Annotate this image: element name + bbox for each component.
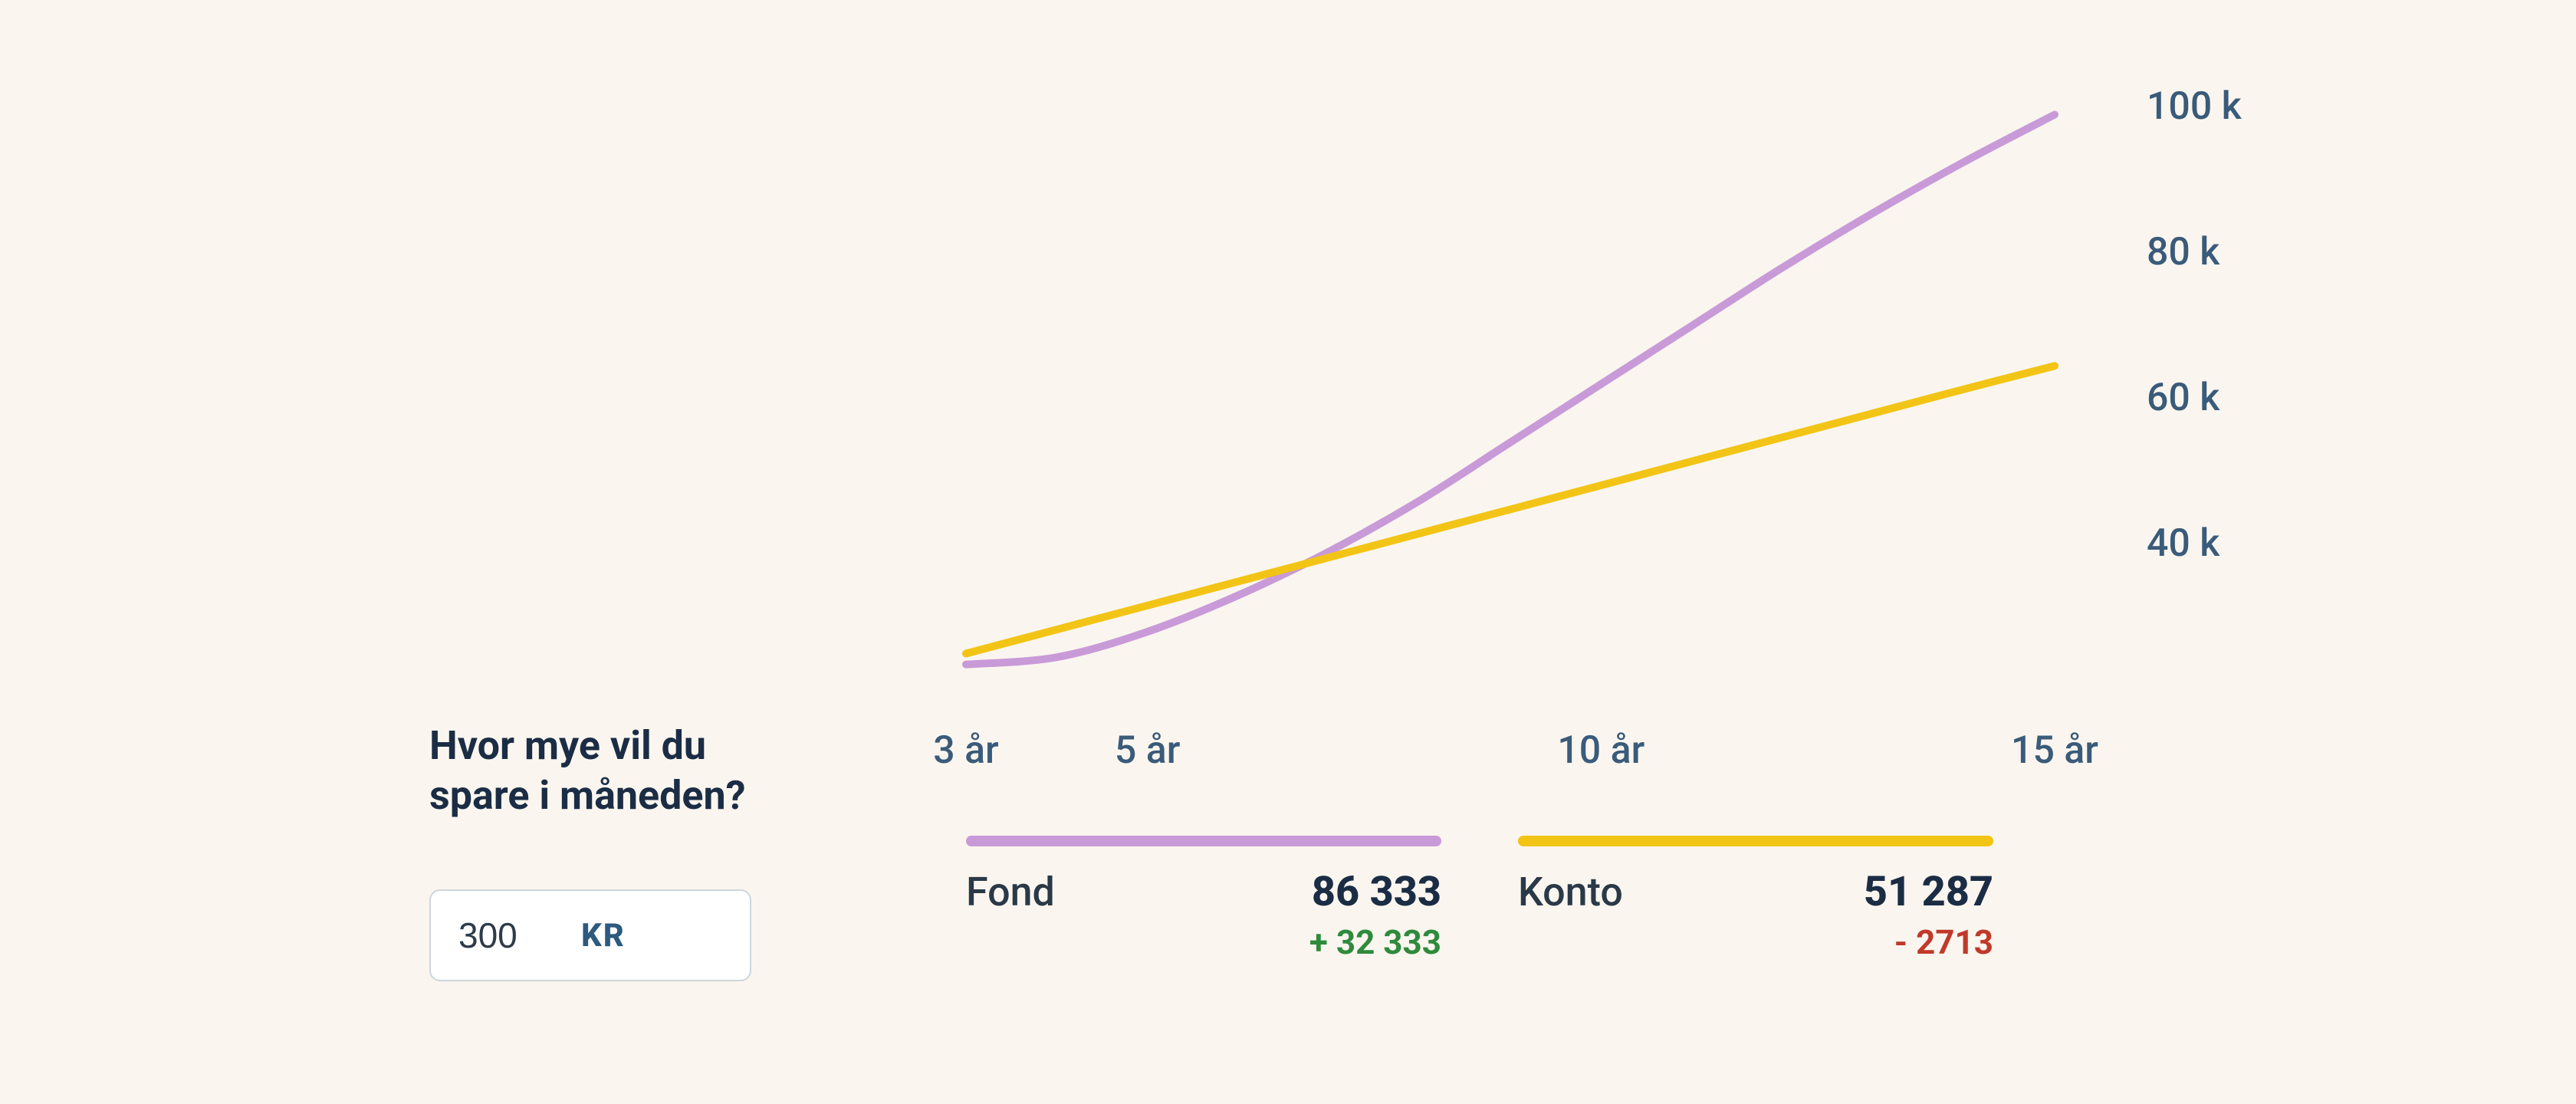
y-axis-tick: 100 k <box>2147 84 2242 129</box>
legend-item-fond: Fond 86 333 + 32 333 <box>966 836 1441 962</box>
legend-color-bar <box>966 836 1441 846</box>
legend-delta-value: - 2713 <box>1864 922 1993 962</box>
legend-series-name: Konto <box>1518 869 1623 915</box>
legend-color-bar <box>1518 836 1993 846</box>
x-axis-tick: 3 år <box>933 728 998 773</box>
prompt-heading: Hvor mye vil du spare i måneden? <box>429 721 813 820</box>
currency-unit-label: KR <box>581 917 626 955</box>
legend-value-box: 51 287 - 2713 <box>1864 868 1993 962</box>
legend-total-value: 51 287 <box>1864 868 1993 916</box>
y-axis-tick: 60 k <box>2147 376 2220 420</box>
legend-row: Fond 86 333 + 32 333 Konto 51 287 - 2713 <box>966 836 1993 962</box>
x-axis-tick: 5 år <box>1115 728 1180 773</box>
x-axis-tick: 10 år <box>1557 728 1644 773</box>
y-axis-tick: 40 k <box>2147 521 2220 566</box>
legend-item-konto: Konto 51 287 - 2713 <box>1518 836 1993 962</box>
legend-value-box: 86 333 + 32 333 <box>1309 868 1441 962</box>
growth-chart-svg <box>966 107 2315 690</box>
legend-total-value: 86 333 <box>1309 868 1441 916</box>
y-axis-tick: 80 k <box>2147 230 2220 274</box>
legend-summary-line: Konto 51 287 - 2713 <box>1518 868 1993 962</box>
legend-series-name: Fond <box>966 869 1055 915</box>
legend-summary-line: Fond 86 333 + 32 333 <box>966 868 1441 962</box>
growth-chart: 100 k80 k60 k40 k 3 år5 år10 år15 år <box>966 107 2315 690</box>
series-line-fond <box>966 115 2055 665</box>
x-axis-tick: 15 år <box>2011 728 2098 773</box>
monthly-amount-input[interactable] <box>458 915 550 956</box>
series-line-konto <box>966 366 2055 653</box>
monthly-amount-field[interactable]: KR <box>429 889 751 981</box>
legend-delta-value: + 32 333 <box>1309 922 1441 962</box>
savings-calculator-panel: Hvor mye vil du spare i måneden? KR 100 … <box>0 0 2576 1104</box>
